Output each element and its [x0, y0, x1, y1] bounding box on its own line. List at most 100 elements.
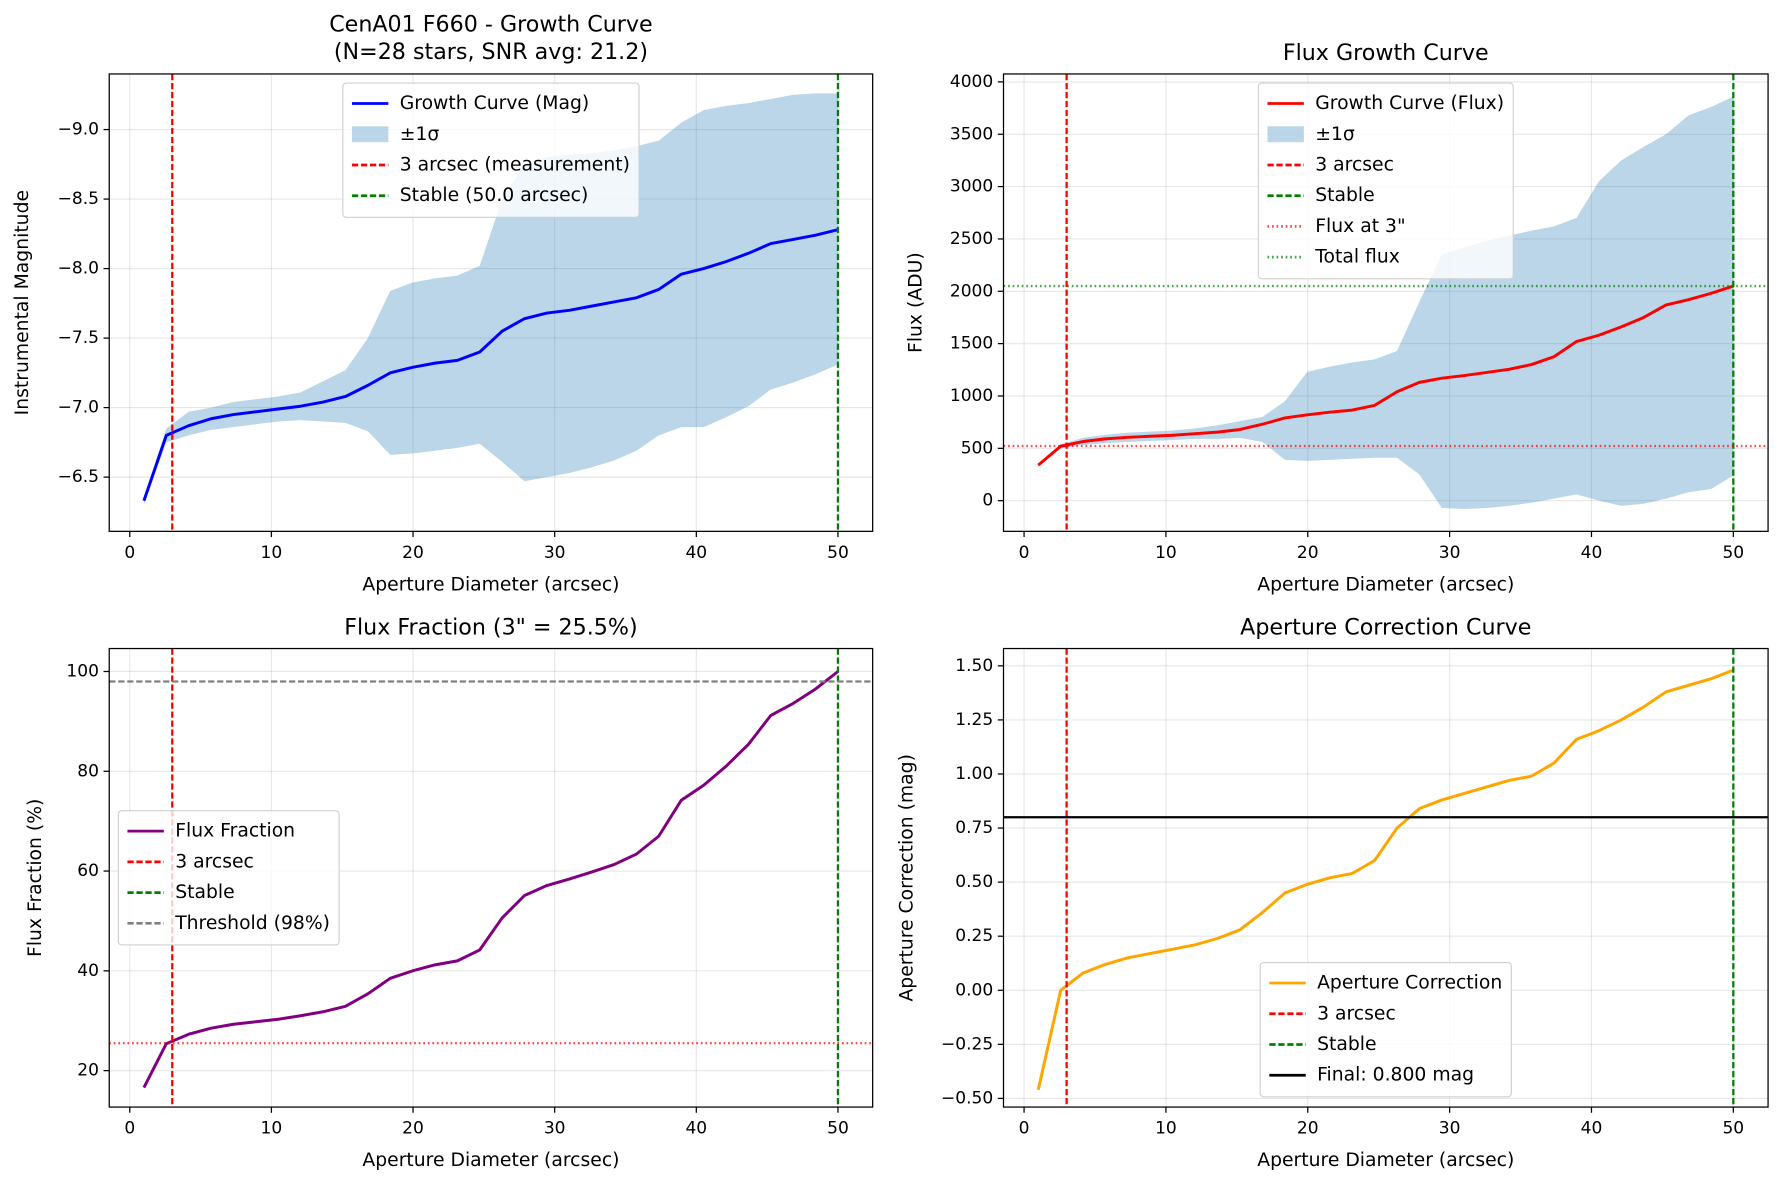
y-tick-label: 2000: [950, 281, 993, 301]
legend-label: Total flux: [1314, 247, 1400, 268]
legend-swatch: [1267, 126, 1304, 143]
data-line: [142, 670, 839, 1089]
x-tick-label: 40: [1581, 543, 1603, 563]
legend: Aperture Correction 3 arcsec Stable Final: …: [1259, 961, 1512, 1098]
y-tick-label: −9.0: [58, 120, 99, 140]
x-tick-label: 20: [402, 543, 424, 563]
x-axis-label: Aperture Diameter (arcsec): [1257, 1150, 1514, 1171]
chart-title: Aperture Correction Curve: [1240, 615, 1531, 641]
y-tick-label: 4000: [950, 72, 993, 92]
legend-box: [1257, 82, 1514, 280]
x-tick-label: 30: [1439, 543, 1461, 563]
chart-title: Flux Fraction (3" = 25.5%): [344, 615, 637, 641]
x-tick-label: 10: [1155, 543, 1177, 563]
chart-subtitle: (N=28 stars, SNR avg: 21.2): [334, 39, 648, 65]
y-tick-label: −8.0: [58, 259, 99, 279]
x-tick-label: 0: [124, 543, 135, 563]
y-tick-label: 500: [961, 438, 994, 458]
data-line: [142, 228, 839, 502]
x-tick-label: 50: [1722, 543, 1744, 563]
subplot: 0 10 20 30 40 50 −0.50 −0.25 0.00 0.25 0.50 0.75 1.0…: [896, 615, 1769, 1171]
y-tick-label: 20: [77, 1061, 99, 1081]
y-tick-label: 60: [77, 861, 99, 881]
x-tick-label: 10: [261, 543, 283, 563]
y-tick-label: 100: [66, 661, 99, 681]
data-line: [1036, 668, 1734, 1091]
axes-frame: [108, 73, 874, 532]
legend-label: Stable: [1315, 185, 1374, 206]
x-tick-label: 50: [827, 1119, 849, 1139]
y-tick-label: 1000: [950, 386, 993, 406]
chart-title: CenA01 F660 - Growth Curve: [329, 12, 652, 38]
legend-label: Flux at 3": [1315, 216, 1405, 237]
legend-label: Stable: [1317, 1034, 1376, 1055]
legend-label: Stable (50.0 arcsec): [400, 185, 589, 206]
y-tick-label: 2500: [950, 229, 993, 249]
x-tick-label: 50: [1722, 1119, 1744, 1139]
x-axis-label: Aperture Diameter (arcsec): [1257, 574, 1514, 595]
x-tick-label: 40: [685, 543, 707, 563]
y-tick-label: 1.25: [955, 710, 993, 730]
legend-label: Stable: [175, 882, 234, 903]
x-tick-label: 30: [544, 1119, 566, 1139]
legend-label: Final: 0.800 mag: [1317, 1065, 1474, 1086]
legend-label: Flux Fraction: [175, 821, 295, 842]
legend-label: Growth Curve (Mag): [400, 93, 589, 114]
x-tick-label: 0: [124, 1119, 135, 1139]
y-tick-label: 0.50: [955, 872, 993, 892]
y-axis-label: Flux Fraction (%): [25, 799, 46, 957]
x-tick-label: 20: [1297, 1119, 1319, 1139]
x-axis-label: Aperture Diameter (arcsec): [362, 574, 619, 595]
plot-area: [1003, 648, 1769, 1108]
legend-label: Growth Curve (Flux): [1315, 93, 1504, 114]
y-tick-label: 40: [77, 961, 99, 981]
axes-frame: [1002, 73, 1769, 532]
x-tick-label: 40: [685, 1119, 707, 1139]
legend-label: Aperture Correction: [1317, 973, 1502, 994]
x-tick-label: 20: [1297, 543, 1319, 563]
y-tick-label: 1.00: [955, 764, 993, 784]
y-tick-label: 0: [982, 491, 993, 511]
sigma-band: [1038, 96, 1734, 510]
y-tick-label: 0.75: [955, 818, 993, 838]
y-tick-label: 80: [77, 761, 99, 781]
y-tick-label: 0.00: [955, 980, 993, 1000]
x-tick-label: 50: [827, 543, 849, 563]
y-tick-label: −6.5: [58, 467, 99, 487]
x-tick-label: 10: [1155, 1119, 1177, 1139]
y-tick-label: −0.25: [941, 1034, 993, 1054]
y-tick-label: −8.5: [58, 189, 99, 209]
legend: Growth Curve (Flux) ±1σ 3 arcsec Stable Flux…: [1257, 82, 1514, 280]
subplot: 0 10 20 30 40 50 −9.0 −8.5 −8.0 −7.5 −7.0 −6.5 Apert…: [12, 12, 874, 595]
legend-label: ±1σ: [1315, 124, 1355, 145]
x-tick-label: 0: [1019, 543, 1030, 563]
legend-box: [1259, 961, 1512, 1098]
y-axis-label: Aperture Correction (mag): [896, 754, 917, 1001]
x-tick-label: 20: [402, 1119, 424, 1139]
subplot: 0 10 20 30 40 5005001000150020002500300035004…: [905, 40, 1769, 595]
legend: Growth Curve (Mag) ±1σ 3 arcsec (measureme…: [342, 82, 640, 218]
chart-title: Flux Growth Curve: [1283, 40, 1489, 66]
legend: Flux Fraction 3 arcsec Stable Threshold (98…: [117, 810, 340, 946]
x-axis-label: Aperture Diameter (arcsec): [362, 1150, 619, 1171]
y-tick-label: −7.5: [58, 328, 99, 348]
legend-swatch: [351, 126, 389, 143]
y-tick-label: 0.25: [955, 926, 993, 946]
legend-label: ±1σ: [400, 124, 440, 145]
y-tick-label: 3500: [950, 124, 993, 144]
axes-frame: [108, 647, 874, 1108]
legend-label: 3 arcsec: [1315, 154, 1394, 175]
x-tick-label: 10: [261, 1119, 283, 1139]
y-tick-label: −0.50: [941, 1088, 993, 1108]
legend-label: 3 arcsec (measurement): [400, 154, 630, 175]
subplot: 0 10 20 30 40 50 20 40 60 80 100 Aperture Diameter …: [25, 615, 874, 1171]
axes-frame: [1002, 647, 1769, 1108]
y-tick-label: −7.0: [58, 398, 99, 418]
legend-label: 3 arcsec: [175, 851, 254, 872]
y-tick-label: 3000: [950, 177, 993, 197]
legend-label: Threshold (98%): [174, 913, 330, 934]
legend-box: [117, 810, 340, 946]
